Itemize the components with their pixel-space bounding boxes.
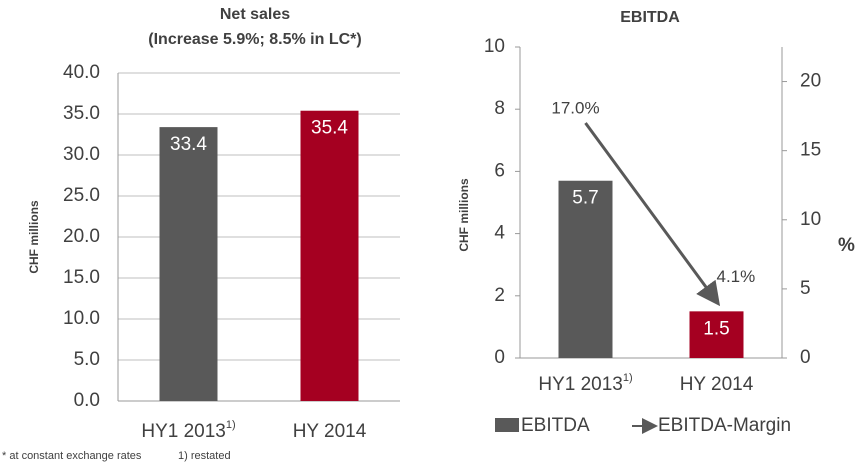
y-tick-label: 2 [494, 285, 505, 306]
category: HY1 2013 [538, 374, 623, 395]
y-tick-label: 40.0 [63, 62, 100, 83]
chart-subtitle: (Increase 5.9%; 8.5% in LC*) [148, 31, 361, 48]
bar [558, 180, 613, 358]
chart-title: EBITDA [620, 9, 680, 26]
y-axis-title: CHF millions [27, 200, 41, 274]
footnote: 1) restated [178, 450, 231, 462]
line [584, 122, 721, 307]
category: HY1 2013 [141, 421, 226, 442]
y-tick-label: 5.0 [74, 349, 100, 370]
x-tick-label: HY 2014 [680, 374, 754, 395]
y2-tick-label: 5 [800, 278, 811, 299]
y-tick-label: 20.0 [63, 226, 100, 247]
category: HY 2014 [680, 374, 754, 395]
x-tick-label: HY 2014 [293, 421, 367, 442]
y-tick-label: 25.0 [63, 185, 100, 206]
y2-tick-label: 20 [800, 71, 821, 92]
y-tick-label: 35.0 [63, 103, 100, 124]
y2-tick-label: 15 [800, 140, 821, 161]
data-label: 35.4 [311, 118, 348, 139]
y2-axis-title: % [838, 235, 855, 256]
chart-title: Net sales [220, 6, 290, 23]
y-tick-label: 0 [494, 347, 505, 368]
legend-label: EBITDA [521, 415, 590, 436]
y-tick-label: 4 [494, 223, 505, 244]
data-label: 17.0% [551, 99, 599, 118]
y-tick-label: 15.0 [63, 267, 100, 288]
y-tick-label: 0.0 [74, 390, 100, 411]
x-tick-label: HY1 20131) [538, 372, 632, 395]
bar [300, 110, 359, 401]
category: HY 2014 [293, 421, 367, 442]
x-tick-label: HY1 20131) [141, 419, 235, 442]
legend-swatch [495, 418, 519, 432]
y-tick-label: 10 [484, 36, 505, 57]
data-label: 5.7 [572, 188, 598, 209]
data-label: 33.4 [170, 134, 207, 155]
y-axis-title: CHF millions [457, 178, 471, 252]
category-note: 1) [226, 419, 236, 431]
data-label: 4.1% [717, 267, 756, 286]
bar [159, 127, 218, 402]
legend-label: EBITDA-Margin [658, 415, 791, 436]
category-note: 1) [623, 372, 633, 384]
y-tick-label: 10.0 [63, 308, 100, 329]
bar [689, 311, 744, 358]
data-label: 1.5 [703, 318, 729, 339]
footnote: * at constant exchange rates [2, 450, 142, 462]
y2-tick-label: 10 [800, 209, 821, 230]
y-tick-label: 30.0 [63, 144, 100, 165]
y2-tick-label: 0 [800, 347, 811, 368]
y-tick-label: 8 [494, 98, 505, 119]
y-tick-label: 6 [494, 160, 505, 181]
